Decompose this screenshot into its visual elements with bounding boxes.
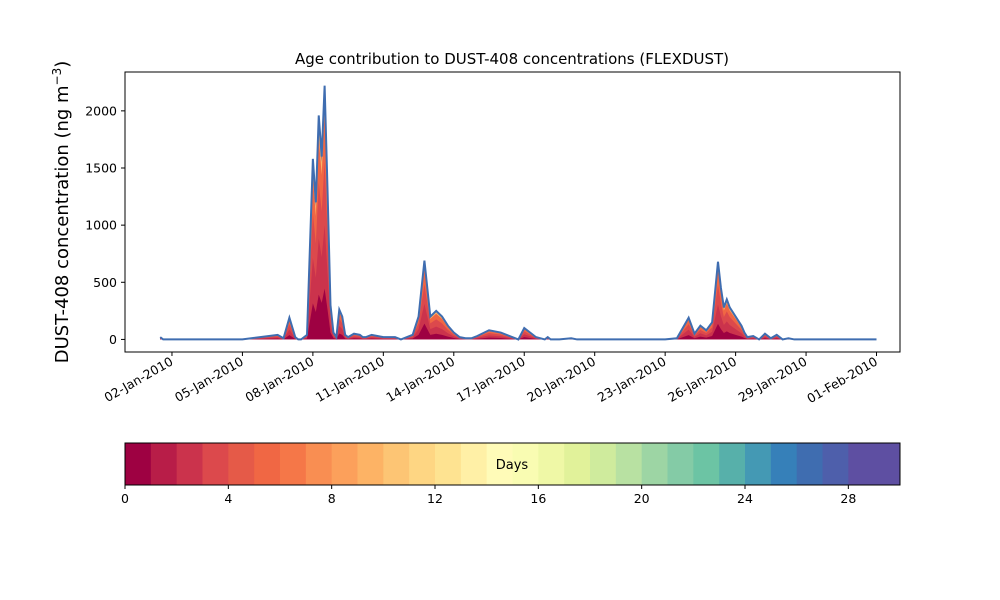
colorbar-swatch [331,443,358,485]
plot-area [124,71,901,353]
x-tick-label: 14-Jan-2010 [383,354,457,405]
colorbar-swatch [254,443,281,485]
colorbar-swatch [383,443,410,485]
area-layer-3 [160,161,877,340]
colorbar-tick-label: 8 [328,491,336,506]
series-line [159,85,877,341]
y-axis: 0 500 1000 1500 2000 [85,103,125,347]
x-axis: 02-Jan-201005-Jan-201008-Jan-201011-Jan-… [102,352,880,406]
x-tick-label: 29-Jan-2010 [736,354,810,405]
colorbar-swatch [150,443,178,485]
area-layer-0 [160,85,877,340]
x-tick-label: 01-Feb-2010 [804,354,880,406]
colorbar-swatch [874,443,901,485]
chart-title: Age contribution to DUST-408 concentrati… [295,50,729,68]
y-tick-label: 0 [109,332,117,347]
colorbar-swatch [745,443,772,485]
plot-frame [124,71,901,353]
y-tick-label: 500 [93,275,117,290]
colorbar-swatch [667,443,694,485]
colorbar-label: Days [496,458,529,473]
y-tick-label: 1000 [85,218,117,233]
colorbar-tick-label: 0 [121,491,129,506]
colorbar-swatch [435,443,462,485]
colorbar-swatch [848,443,875,485]
colorbar-swatch [176,443,203,485]
area-layer-1 [160,93,877,340]
colorbar-swatch [719,443,746,485]
area-layer-5 [160,288,877,340]
colorbar-tick-label: 24 [737,491,753,506]
x-tick-label: 23-Jan-2010 [595,354,669,405]
colorbar-tick-label: 4 [224,491,232,506]
x-tick-label: 20-Jan-2010 [524,354,598,405]
colorbar-tick-label: 20 [634,491,650,506]
colorbar-swatch [305,443,333,485]
colorbar-swatch [615,443,643,485]
colorbar-swatch [538,443,565,485]
colorbar-tick-label: 16 [530,491,546,506]
colorbar-swatch [564,443,591,485]
colorbar-swatch [796,443,823,485]
x-tick-label: 05-Jan-2010 [172,354,246,405]
colorbar-swatch [280,443,307,485]
colorbar [124,442,901,486]
x-tick-label: 11-Jan-2010 [313,354,387,405]
x-tick-label: 02-Jan-2010 [102,354,176,405]
colorbar-swatch [125,443,152,485]
y-tick-label: 1500 [85,161,117,176]
colorbar-ticks: 0 4 8 12 16 20 24 28 [121,485,856,506]
y-axis-label: DUST-408 concentration (ng m−3) [50,61,73,364]
colorbar-swatch [409,443,436,485]
area-layer-4 [160,225,877,340]
x-tick-label: 26-Jan-2010 [665,354,739,405]
colorbar-swatch [460,443,488,485]
colorbar-swatch [357,443,384,485]
colorbar-swatch [770,443,798,485]
colorbar-swatch [486,443,513,485]
x-tick-label: 17-Jan-2010 [454,354,528,405]
area-layer-2 [160,111,877,340]
colorbar-swatch [202,443,229,485]
y-tick-label: 2000 [85,103,117,118]
x-tick-label: 08-Jan-2010 [242,354,316,405]
colorbar-swatch [693,443,720,485]
colorbar-swatch [822,443,849,485]
colorbar-frame [124,442,901,486]
colorbar-swatch [228,443,255,485]
colorbar-swatch [641,443,668,485]
colorbar-swatch [590,443,617,485]
colorbar-swatch [512,443,539,485]
colorbar-tick-label: 12 [427,491,443,506]
colorbar-tick-label: 28 [840,491,856,506]
